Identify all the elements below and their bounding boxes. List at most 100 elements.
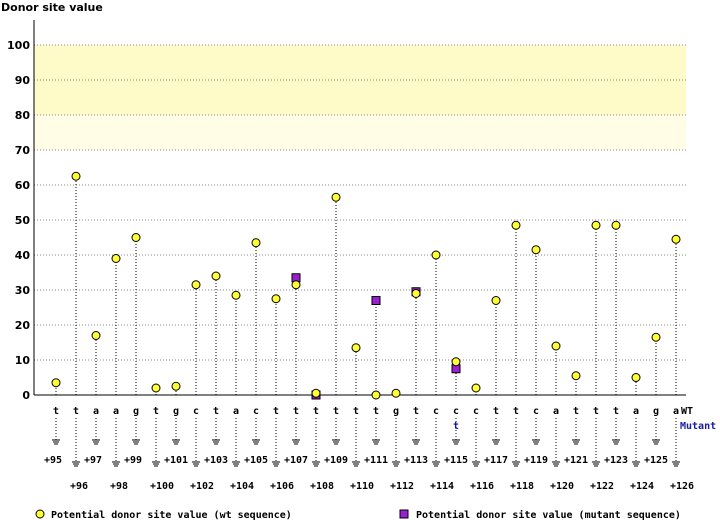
wt-base-+112: g [393, 406, 399, 417]
wt-base-+126: a [673, 406, 679, 417]
wt-base-+113: t [413, 406, 419, 417]
stems [55, 176, 677, 395]
y-tick-label-90: 90 [15, 74, 31, 87]
wt-point-+126 [671, 234, 681, 244]
wt-base-+118: t [513, 406, 519, 417]
position-label-+116: +116 [470, 481, 494, 492]
wt-base-+125: g [653, 406, 659, 417]
wt-point-+104 [231, 290, 241, 300]
wt-point-+119 [531, 245, 541, 255]
wt-base-+103: t [213, 406, 219, 417]
position-label-+118: +118 [510, 481, 534, 492]
position-label-+99: +99 [124, 455, 142, 466]
wt-base-+119: c [533, 406, 539, 417]
position-label-+96: +96 [70, 481, 88, 492]
position-labels: +95 +96 +97 +98 +99 +100 +101 +102 +103 +104 +105 +… [44, 418, 694, 492]
wt-base-+108: t [313, 406, 319, 417]
wt-point-+114 [431, 250, 441, 260]
legend-wt-marker [35, 509, 45, 519]
wt-base-+111: t [373, 406, 379, 417]
position-label-+122: +122 [590, 481, 614, 492]
wt-base-+102: c [193, 406, 199, 417]
data-marks [51, 171, 681, 400]
position-label-+119: +119 [524, 455, 548, 466]
axes [33, 20, 686, 396]
wt-point-+99 [131, 233, 141, 242]
position-label-+108: +108 [310, 481, 334, 492]
legend-mutant-label: Potential donor site value (mutant seque… [416, 509, 681, 520]
wt-point-+102 [191, 280, 201, 290]
highlight-band [34, 45, 686, 150]
legend-mutant-marker [399, 509, 409, 519]
chart-title: Donor site value [1, 1, 103, 14]
wt-point-+98 [111, 254, 121, 263]
wt-point-+115 [451, 357, 461, 367]
position-label-+112: +112 [390, 481, 414, 492]
mutant-point-+111 [371, 296, 381, 305]
position-label-+98: +98 [110, 481, 128, 492]
y-tick-label-10: 10 [15, 354, 31, 367]
wt-point-+96 [71, 171, 81, 181]
position-label-+120: +120 [550, 481, 574, 492]
base-labels: t t a a g t g c t a c t t t t t t g t c c c t t c a t t t a g at [53, 406, 679, 432]
wt-point-+103 [211, 271, 221, 281]
wt-base-+116: c [473, 406, 479, 417]
mutant-base-+115: t [453, 421, 459, 432]
wt-point-+117 [491, 296, 501, 305]
wt-base-+104: a [233, 406, 239, 417]
wt-point-+110 [351, 343, 361, 353]
wt-point-+111 [371, 390, 381, 400]
position-label-+110: +110 [350, 481, 374, 492]
wt-point-+124 [631, 373, 641, 382]
wt-base-+124: a [633, 406, 639, 417]
y-tick-label-70: 70 [15, 144, 31, 157]
position-label-+106: +106 [270, 481, 294, 492]
wt-base-+123: t [613, 406, 619, 417]
wt-point-+100 [151, 383, 161, 393]
wt-point-+125 [651, 332, 661, 342]
wt-point-+95 [51, 378, 61, 388]
position-label-+121: +121 [564, 455, 588, 466]
y-tick-label-40: 40 [15, 249, 31, 262]
wt-point-+113 [411, 289, 421, 298]
wt-base-+109: t [333, 406, 339, 417]
mutant-row-label: Mutant [680, 421, 716, 432]
wt-base-+120: a [553, 406, 559, 417]
position-label-+107: +107 [284, 455, 308, 466]
wt-point-+97 [91, 331, 101, 340]
wt-point-+106 [271, 294, 281, 304]
position-label-+103: +103 [204, 455, 228, 466]
wt-base-+115: c [453, 406, 459, 417]
y-tick-label-50: 50 [15, 214, 31, 227]
position-label-+125: +125 [644, 455, 668, 466]
wt-point-+123 [611, 220, 621, 230]
wt-base-+107: t [293, 406, 299, 417]
position-label-+104: +104 [230, 481, 254, 492]
wt-base-+106: t [273, 406, 279, 417]
grid-lines [34, 44, 686, 361]
wt-base-+117: t [493, 406, 499, 417]
wt-base-+114: c [433, 406, 439, 417]
wt-base-+110: t [353, 406, 359, 417]
y-tick-label-60: 60 [15, 179, 31, 192]
wt-base-+121: t [573, 406, 579, 417]
position-label-+126: +126 [670, 481, 694, 492]
wt-base-+96: t [73, 406, 79, 417]
wt-base-+99: g [133, 406, 139, 417]
position-label-+117: +117 [484, 455, 508, 466]
wt-point-+120 [551, 341, 561, 351]
wt-base-+98: a [113, 406, 119, 417]
band-light [34, 115, 686, 150]
wt-base-+105: c [253, 406, 259, 417]
position-label-+113: +113 [404, 455, 428, 466]
wt-base-+97: a [93, 406, 99, 417]
position-label-+109: +109 [324, 455, 348, 466]
wt-base-+122: t [593, 406, 599, 417]
row-labels: WT Mutant [680, 406, 716, 432]
wt-point-+112 [391, 388, 401, 398]
wt-point-+108 [311, 388, 321, 398]
wt-point-+122 [591, 220, 601, 230]
wt-point-+101 [171, 381, 181, 391]
wt-point-+107 [291, 280, 301, 290]
